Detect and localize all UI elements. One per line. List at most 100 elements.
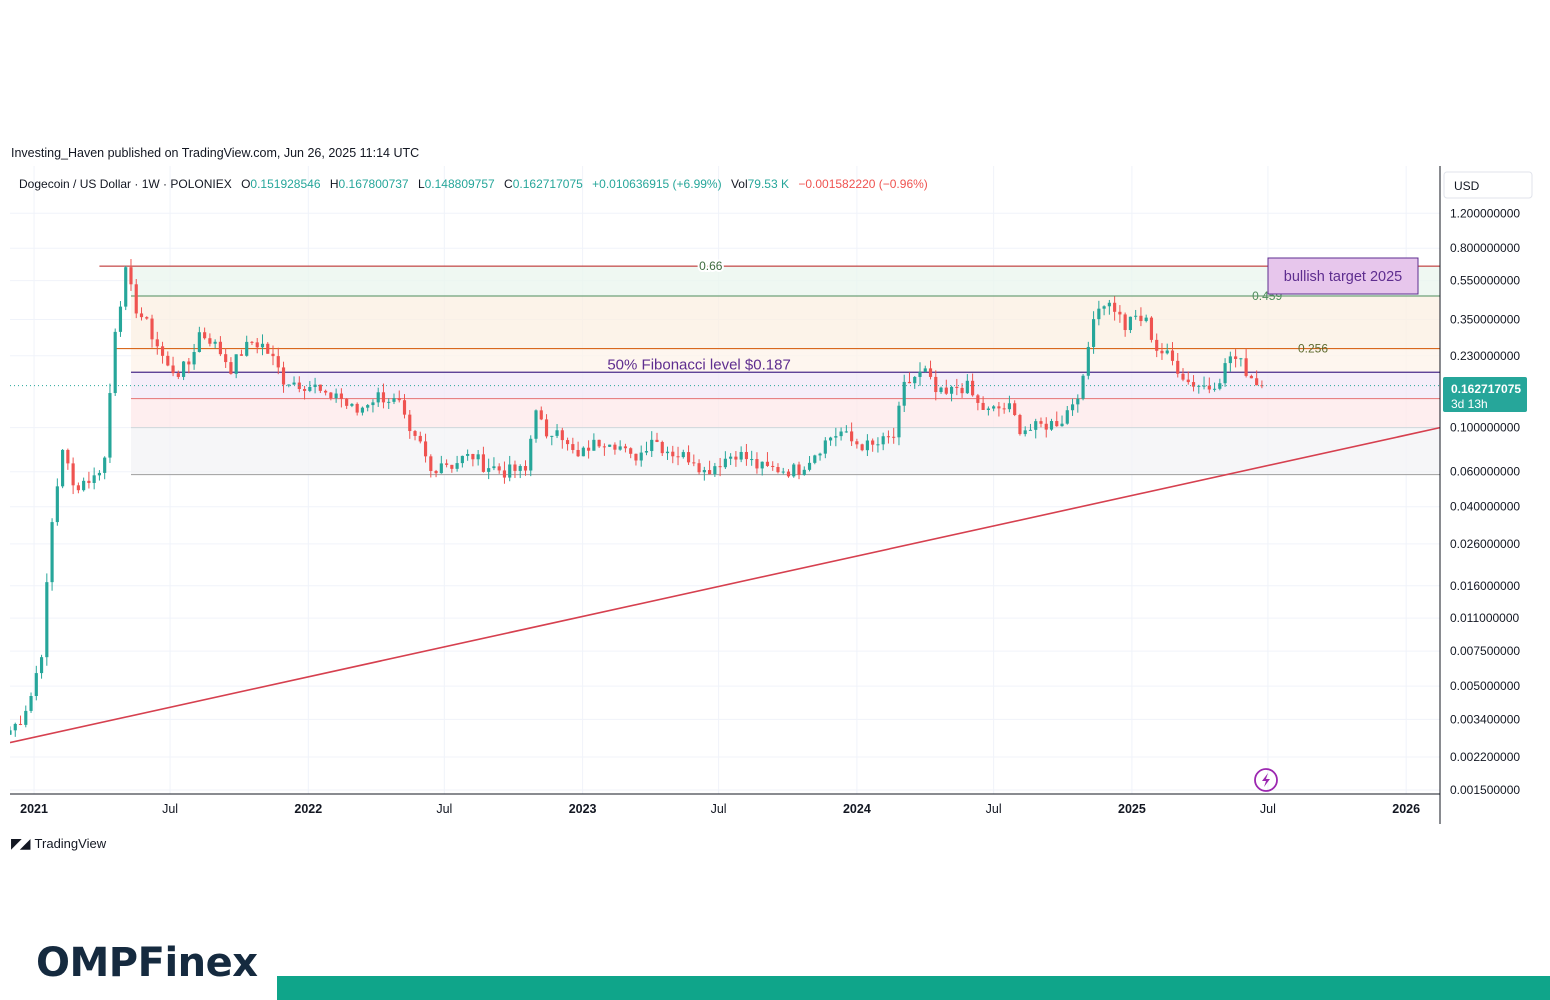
candle: [729, 453, 733, 466]
candle-body: [445, 463, 449, 465]
candle-body: [813, 455, 817, 463]
candle: [276, 347, 280, 375]
fib-zone: [130, 348, 1440, 373]
candle-body: [1097, 308, 1101, 320]
fibonacci-lines: [99, 265, 1440, 476]
candle: [1255, 370, 1259, 386]
candle: [744, 443, 748, 466]
candle: [718, 457, 722, 477]
candle-body: [118, 306, 123, 332]
candle-body: [692, 462, 696, 464]
candle-body: [129, 267, 133, 285]
candle-body: [618, 446, 622, 450]
candle-body: [1149, 317, 1154, 340]
candle: [487, 458, 491, 480]
price-tick-label: 0.007500000: [1450, 644, 1520, 658]
candle-body: [329, 392, 333, 399]
candle: [739, 446, 743, 463]
candle: [1181, 368, 1185, 382]
candle-body: [918, 371, 922, 377]
legend-high-value: 0.167800737: [339, 177, 409, 191]
candle-body: [1076, 398, 1080, 405]
candle: [1249, 374, 1253, 379]
candle-body: [39, 657, 44, 674]
candle-body: [765, 461, 770, 466]
candle-body: [439, 463, 443, 474]
bullish-target-box[interactable]: [1267, 257, 1419, 295]
candle-body: [55, 486, 59, 523]
candle: [92, 467, 96, 490]
candle: [829, 436, 833, 446]
candle-body: [902, 381, 906, 406]
candle-body: [213, 341, 217, 344]
candle: [408, 410, 412, 439]
candle-body: [986, 408, 990, 410]
price-axis[interactable]: 1.200000000 0.800000000 0.550000000 0.35000…: [1450, 206, 1520, 797]
candle: [339, 388, 343, 408]
candle-body: [1086, 346, 1090, 376]
candle: [429, 454, 433, 478]
legend-change: +0.010636915 (+6.99%): [592, 177, 721, 191]
time-axis[interactable]: 2021 Jul 2022 Jul 2023 Jul 2024 Jul 2025 Jul 2026: [20, 802, 1420, 816]
candle: [939, 386, 943, 394]
candle: [50, 518, 54, 591]
footer-accent-bar: [277, 976, 1550, 1000]
candle: [334, 388, 338, 403]
time-tick-label: Jul: [162, 802, 178, 816]
candle: [797, 461, 801, 480]
candle: [502, 461, 507, 484]
candle: [1007, 395, 1011, 413]
candle-body: [1002, 408, 1006, 410]
candle: [371, 399, 375, 413]
candle-body: [565, 440, 570, 445]
candle-body: [471, 453, 475, 460]
candle: [1149, 316, 1154, 343]
candle: [634, 453, 638, 466]
candle-body: [1070, 404, 1075, 411]
candle-body: [1249, 375, 1253, 379]
currency-selector[interactable]: [1443, 171, 1533, 199]
candle: [755, 452, 759, 474]
candle: [1155, 333, 1159, 358]
candle: [1097, 300, 1101, 326]
candle: [76, 482, 80, 494]
candle: [1086, 341, 1090, 380]
candle: [692, 454, 696, 467]
candle: [87, 471, 91, 489]
chart-frame[interactable]: 0.66 0.459 0.256 50% Fibonacci level $0.187…: [8, 166, 1540, 824]
candle: [245, 335, 249, 357]
candle-body: [318, 384, 322, 391]
tradingview-footer[interactable]: ◤◢ TradingView: [11, 835, 106, 852]
candle: [1186, 371, 1190, 385]
candle: [29, 692, 33, 713]
candle-body: [350, 403, 354, 406]
time-tick-label: 2026: [1392, 802, 1420, 816]
candle-body: [739, 451, 743, 460]
candle: [560, 427, 564, 449]
candle-body: [176, 373, 180, 377]
candle: [918, 362, 922, 386]
legend-close-value: 0.162717075: [513, 177, 583, 191]
fib-level-label: 0.256: [1298, 342, 1328, 356]
candle-body: [571, 444, 575, 450]
candle-body: [544, 419, 549, 437]
candle-body: [708, 470, 712, 475]
candles[interactable]: [8, 259, 1264, 737]
candle-body: [1060, 423, 1064, 427]
lightning-icon[interactable]: [1254, 768, 1278, 792]
time-tick-label: 2022: [294, 802, 322, 816]
fib-zone: [130, 266, 1440, 296]
candle-body: [518, 466, 522, 471]
candle: [45, 573, 49, 666]
candle: [229, 357, 233, 375]
candle: [82, 477, 86, 492]
candle-body: [928, 368, 933, 377]
currency-label[interactable]: USD: [1454, 179, 1480, 193]
candle-body: [829, 437, 833, 441]
candle-body: [576, 449, 580, 457]
price-tick-label: 0.016000000: [1450, 579, 1520, 593]
candle-body: [466, 453, 470, 456]
candle-body: [82, 480, 86, 491]
price-tick-label: 0.100000000: [1450, 421, 1520, 435]
